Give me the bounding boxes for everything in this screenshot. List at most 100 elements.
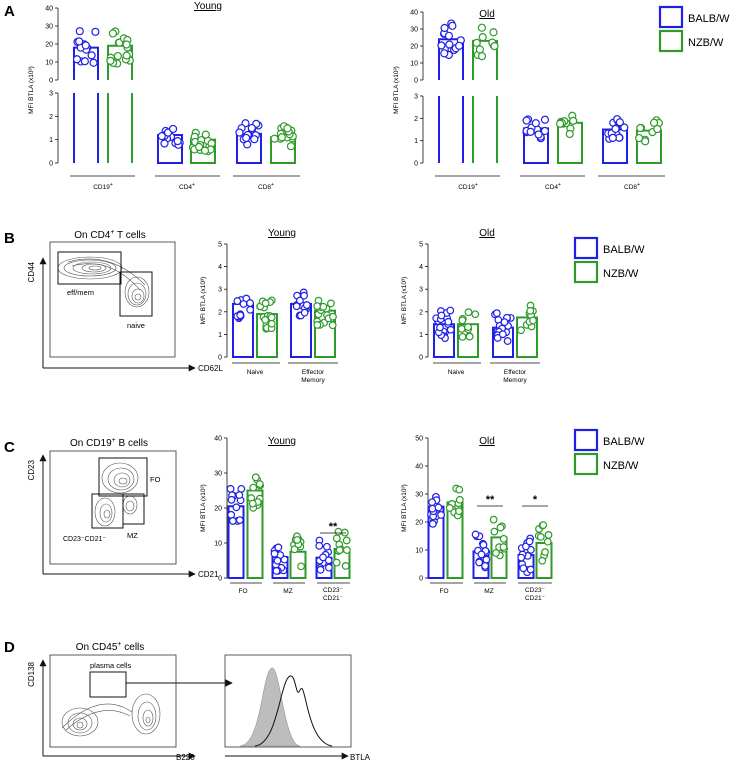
- a-old-point: [444, 31, 454, 40]
- b-young-ytick-label: 1: [218, 332, 222, 339]
- c-old-point: [499, 534, 508, 543]
- cat-c-old-dn-1: CD23⁻: [525, 587, 546, 594]
- panel-b-old-title: Old: [479, 228, 495, 239]
- c-young-point: [248, 499, 257, 508]
- flow-c-title: On CD19+ B cells: [70, 437, 148, 449]
- gate-dn-label: CD23⁻CD21⁻: [63, 536, 106, 543]
- legend-c: BALB/W NZB/W: [573, 428, 645, 476]
- cat-b-old-naive: Naive: [448, 369, 465, 376]
- b-old-ytick-label: 5: [419, 242, 423, 249]
- c-old-bar-1-1: [490, 536, 508, 580]
- c-old-point: [437, 511, 445, 519]
- c-old-point: [536, 532, 545, 541]
- a-young-point: [106, 56, 115, 65]
- a-young-ytick-label: 10: [45, 60, 53, 67]
- b-young-point: [261, 299, 270, 308]
- c-young-point: [324, 563, 333, 572]
- a-old-point: [489, 28, 498, 37]
- flow-b-frame: [49, 241, 176, 358]
- b-old-ytick-label: 4: [419, 264, 423, 271]
- c-old-point: [482, 555, 491, 564]
- c-old-y-label: MFI BTLA (x10³): [401, 484, 408, 532]
- flow-c-y-label: CD23: [27, 459, 36, 480]
- a-old-point: [540, 126, 550, 136]
- a-young-point: [160, 139, 169, 148]
- cat-b-young-effmem-2: Memory: [301, 377, 325, 384]
- a-old-ytick-label: 0: [414, 161, 418, 168]
- a-old-point: [478, 33, 487, 42]
- b-old-point: [492, 309, 501, 318]
- c-young-point: [273, 556, 282, 565]
- a-young-ytick-label: 3: [49, 91, 53, 98]
- c-old-point: [543, 537, 552, 546]
- b-old-point: [464, 323, 472, 331]
- cat-c-young-mz: MZ: [283, 588, 292, 595]
- a-young-ytick-label: 2: [49, 114, 53, 121]
- b-old-point: [444, 317, 453, 326]
- b-young-point: [292, 302, 301, 311]
- cat-c-old-dn-2: CD21⁻: [525, 595, 546, 602]
- a-young-point: [75, 27, 84, 36]
- c-old-point: [434, 503, 443, 512]
- legend-a-nzb-label: NZB/W: [688, 37, 724, 49]
- c-young-point: [319, 553, 327, 562]
- flow-b-y-label: CD44: [27, 261, 36, 282]
- b-old-point: [465, 332, 474, 341]
- a-old-point: [531, 119, 540, 128]
- c-old-point: [526, 565, 535, 574]
- b-old-point: [500, 318, 509, 327]
- a-young-point: [194, 142, 204, 152]
- a-old-point: [569, 116, 578, 125]
- c-old-point: [455, 507, 463, 516]
- c-young-ytick-label: 40: [214, 436, 222, 443]
- c-old-point: [455, 495, 464, 504]
- c-old-point: [471, 530, 480, 539]
- a-old-point: [440, 23, 449, 33]
- c-old-ytick-label: 40: [415, 464, 423, 471]
- a-young-point: [87, 51, 96, 60]
- a-young-point: [122, 51, 131, 60]
- b-old-point: [526, 306, 535, 315]
- cat-b-young-effmem-1: Effector: [302, 369, 325, 376]
- c-old-point: [477, 550, 486, 559]
- histogram-isotype: [239, 667, 301, 747]
- c-young-point: [274, 543, 283, 552]
- cat-c-young-dn-1: CD23⁻: [323, 587, 344, 594]
- a-old-point: [615, 118, 624, 127]
- a-young-point: [81, 41, 90, 50]
- legend-c-balb-swatch: [573, 428, 599, 452]
- b-young-point: [267, 313, 276, 322]
- c-young-point: [335, 546, 344, 554]
- gate-plasma-label: plasma cells: [90, 661, 132, 670]
- c-young-point: [235, 491, 244, 499]
- legend-a: BALB/W NZB/W: [658, 5, 730, 53]
- flow-c-contours: [94, 462, 139, 527]
- b-old-point: [436, 323, 444, 332]
- b-old-point: [517, 326, 525, 335]
- c-old-point: [428, 498, 436, 507]
- cat-a-young-cd8: CD8+: [258, 182, 274, 191]
- c-old-point: [517, 553, 526, 562]
- cat-a-old-cd4: CD4+: [545, 182, 561, 191]
- a-old-point: [448, 21, 457, 30]
- cat-c-old-fo: FO: [439, 588, 448, 595]
- cat-a-old-cd8: CD8+: [624, 182, 640, 191]
- b-young-y-label: MFI BTLA (x10³): [200, 277, 207, 325]
- b-old-point: [493, 334, 502, 342]
- c-young-point: [235, 516, 244, 525]
- a-old-point: [477, 52, 487, 61]
- c-young-bar-1-1: [289, 550, 307, 579]
- c-young-ytick-label: 20: [214, 506, 222, 513]
- legend-c-balb-label: BALB/W: [603, 436, 645, 448]
- c-old-point: [499, 543, 508, 551]
- c-old-point: [544, 531, 553, 539]
- legend-b-balb-swatch: [573, 236, 599, 260]
- c-old-ytick-label: 10: [415, 548, 423, 555]
- a-young-point: [283, 124, 292, 133]
- a-old-point: [636, 123, 645, 133]
- cat-c-young-dn-2: CD21⁻: [323, 595, 344, 602]
- c-young-point: [227, 495, 236, 504]
